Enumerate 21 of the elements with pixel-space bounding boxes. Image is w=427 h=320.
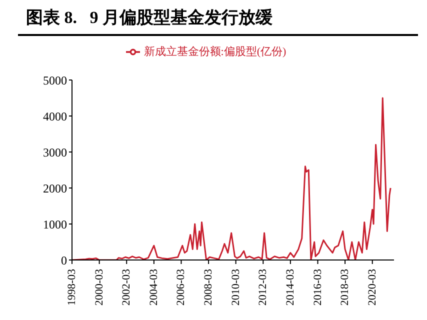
x-tick-label: 2000-03 (93, 268, 106, 306)
y-tick-label: 0 (61, 253, 67, 268)
x-tick-label: 2014-03 (284, 268, 296, 306)
x-tick-label: 2004-03 (148, 268, 160, 306)
y-tick-label: 3000 (43, 145, 67, 160)
x-tick-label: 2002-03 (120, 268, 133, 306)
x-tick-label: 2012-03 (257, 268, 270, 306)
y-tick-label: 4000 (43, 109, 67, 124)
x-tick-label: 1998-03 (66, 268, 78, 306)
chart-title: 图表 8. 9 月偏股型基金发行放缓 (26, 7, 272, 29)
x-tick-label: 2008-03 (202, 268, 215, 306)
y-tick-label: 1000 (43, 217, 67, 232)
x-tick-label: 2006-03 (175, 268, 188, 306)
x-tick-label: 2010-03 (230, 268, 242, 306)
y-tick-label: 2000 (43, 181, 67, 196)
x-tick-label: 2020-03 (366, 268, 378, 306)
y-tick-label: 5000 (43, 73, 67, 88)
x-tick-label: 2016-03 (312, 268, 324, 306)
line-series (72, 97, 392, 260)
x-tick-label: 2018-03 (339, 268, 352, 306)
legend-label: 新成立基金份额:偏股型(亿份) (144, 46, 286, 58)
